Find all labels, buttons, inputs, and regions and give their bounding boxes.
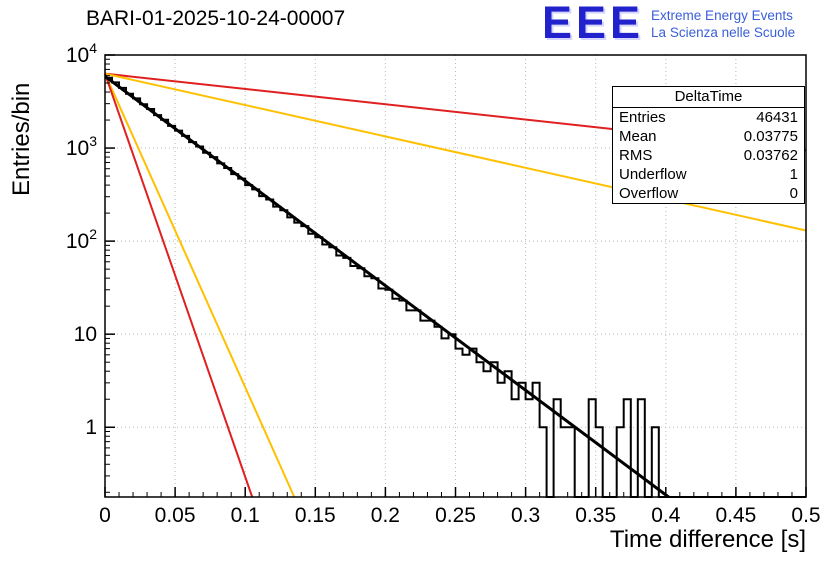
y-tick-label: 103 [66,133,97,160]
y-axis-title: Entries/bin [8,82,35,196]
x-axis-title: Time difference [s] [609,526,806,553]
x-tick-label: 0.3 [511,504,540,527]
stats-row-overflow: Overflow 0 [613,184,804,203]
x-tick-label: 0.1 [231,504,260,527]
stats-table: Entries 46431 Mean 0.03775 RMS 0.03762 U… [613,108,804,203]
eee-logo-acronym: EEE [542,0,645,48]
x-tick-label: 0 [99,504,111,527]
x-tick-label: 0.4 [651,504,681,527]
x-tick-label: 0.2 [371,504,400,527]
ref-line-yellow-shallow [104,72,807,232]
stats-value: 1 [789,166,798,183]
stats-label: Overflow [619,185,679,202]
y-tick-label: 1 [85,416,97,439]
stats-row-underflow: Underflow 1 [613,165,804,184]
stats-row-entries: Entries 46431 [613,108,804,127]
x-tick-label: 0.15 [295,504,336,527]
stats-box: DeltaTime Entries 46431 Mean 0.03775 RMS… [612,86,805,204]
x-tick-label: 0.25 [435,504,476,527]
fit-line [104,75,670,499]
plot-title: BARI-01-2025-10-24-00007 [86,7,346,30]
y-tick-label: 10 [74,323,97,346]
stats-label: Mean [619,128,657,145]
stats-value: 0.03762 [743,147,798,164]
eee-logo-text: Extreme Energy Events La Scienza nelle S… [651,7,795,41]
ref-line-red-steep [104,73,254,498]
x-tick-label: 0.35 [575,504,616,527]
x-tick-label: 0.5 [791,504,820,527]
eee-logo: EEE Extreme Energy Events La Scienza nel… [542,0,795,48]
stats-row-rms: RMS 0.03762 [613,146,804,165]
x-tick-label: 0.05 [155,504,196,527]
stats-label: Underflow [619,166,687,183]
x-tick-label: 0.45 [715,504,756,527]
stats-value: 46431 [756,109,798,126]
eee-logo-line2: La Scienza nelle Scuole [651,25,796,40]
y-tick-label: 102 [66,226,97,253]
stats-value: 0.03775 [743,128,798,145]
stats-value: 0 [789,185,798,202]
stats-title: DeltaTime [613,87,804,108]
stats-label: RMS [619,147,653,164]
stats-label: Entries [619,109,666,126]
stats-row-mean: Mean 0.03775 [613,127,804,146]
ref-line-yellow-steep [104,73,296,498]
y-tick-label: 104 [66,40,97,67]
eee-logo-line1: Extreme Energy Events [651,8,793,23]
